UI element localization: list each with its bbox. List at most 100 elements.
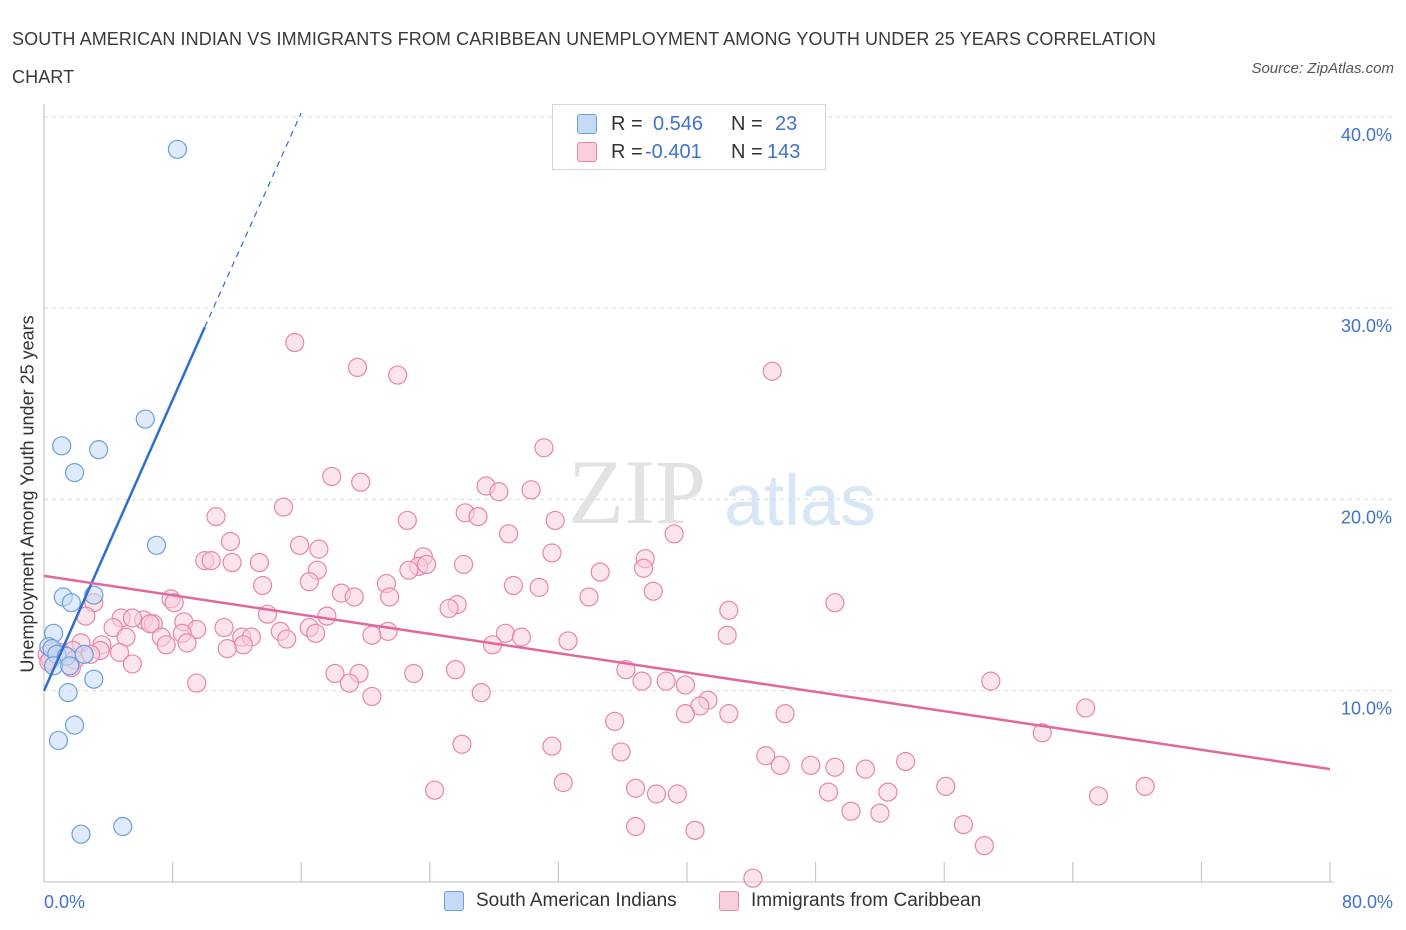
data-point-caribbean (605, 711, 625, 731)
data-point-south-american-indian (52, 436, 72, 456)
data-point-caribbean (445, 660, 466, 680)
data-point-caribbean (878, 782, 898, 802)
data-point-caribbean (362, 686, 382, 707)
y-tick-label: 30.0% (1341, 316, 1392, 336)
data-point-caribbean (756, 746, 776, 766)
data-point-caribbean (625, 816, 646, 837)
data-point-caribbean (273, 497, 294, 517)
data-point-caribbean (453, 554, 474, 575)
data-point-caribbean (164, 593, 184, 613)
data-point-south-american-indian (48, 730, 69, 751)
data-point-caribbean (633, 558, 654, 578)
data-point-south-american-indian (89, 440, 109, 460)
legend-pink-n: 143 (767, 141, 801, 163)
data-point-caribbean (309, 539, 329, 559)
trend-line-south-american-indians (42, 326, 206, 692)
data-point-caribbean (664, 524, 684, 544)
legend-n-label: N = (731, 141, 763, 163)
data-point-caribbean (743, 868, 763, 888)
data-point-caribbean (220, 531, 241, 552)
data-point-caribbean (719, 600, 739, 620)
data-point-caribbean (214, 617, 234, 638)
data-point-caribbean (206, 507, 226, 527)
data-point-caribbean (801, 755, 821, 775)
data-point-caribbean (339, 673, 360, 693)
data-point-caribbean (717, 625, 737, 645)
data-point-caribbean (351, 472, 371, 492)
data-point-caribbean (818, 782, 839, 802)
x-tick-label: 80.0% (1342, 892, 1393, 912)
data-point-caribbean (187, 673, 207, 693)
data-point-caribbean (762, 361, 782, 381)
data-point-caribbean (425, 780, 445, 800)
data-point-caribbean (503, 575, 523, 596)
data-point-caribbean (1088, 786, 1109, 806)
data-point-caribbean (498, 524, 519, 544)
data-point-caribbean (233, 635, 253, 655)
data-point-caribbean (253, 575, 273, 596)
data-point-caribbean (362, 625, 382, 645)
data-point-caribbean (855, 759, 876, 779)
data-point-caribbean (521, 480, 541, 500)
data-point-caribbean (825, 757, 845, 777)
legend-blue-n: 23 (775, 113, 798, 135)
data-point-caribbean (611, 742, 631, 762)
y-axis-label: Unemployment Among Youth under 25 years (17, 315, 38, 673)
data-point-caribbean (122, 608, 143, 628)
data-point-south-american-indian (146, 535, 167, 555)
y-tick-label: 40.0% (1341, 125, 1392, 145)
legend-r-label: R = (611, 113, 643, 135)
data-point-caribbean (103, 617, 123, 638)
data-point-caribbean (553, 772, 573, 793)
x-tick-label: 0.0% (44, 892, 85, 912)
data-point-caribbean (841, 801, 861, 821)
data-point-caribbean (378, 621, 398, 641)
data-point-caribbean (122, 654, 143, 674)
data-point-caribbean (397, 510, 417, 531)
legend-n-label: N = (731, 113, 763, 135)
data-point-south-american-indian (64, 463, 85, 483)
data-point-caribbean (896, 751, 916, 772)
y-tick-label: 20.0% (1341, 507, 1392, 527)
data-point-caribbean (347, 357, 368, 378)
tick-labels: 10.0% 20.0% 30.0% 40.0% 0.0% 80.0% (44, 125, 1393, 912)
legend-label-caribbean: Immigrants from Caribbean (751, 890, 982, 911)
data-point-caribbean (468, 507, 488, 527)
data-point-caribbean (590, 562, 610, 582)
south-american-indian-points (39, 139, 188, 844)
watermark-atlas: atlas (724, 461, 876, 541)
legend-pink-r: -0.401 (645, 141, 702, 163)
legend-swatch-blue (444, 891, 464, 911)
legend-swatch-pink (577, 142, 597, 162)
data-point-caribbean (1032, 723, 1052, 743)
data-point-caribbean (981, 671, 1001, 691)
data-point-caribbean (452, 734, 472, 754)
data-point-caribbean (542, 736, 562, 756)
data-point-caribbean (770, 755, 790, 775)
data-point-caribbean (277, 629, 297, 649)
data-point-caribbean (489, 482, 509, 502)
data-point-caribbean (542, 543, 562, 563)
legend-r-label: R = (611, 141, 643, 163)
data-point-caribbean (558, 631, 578, 651)
data-point-caribbean (317, 606, 337, 626)
data-point-caribbean (471, 683, 491, 703)
data-point-caribbean (579, 587, 599, 607)
data-point-caribbean (404, 663, 424, 684)
data-point-caribbean (299, 572, 319, 592)
data-point-caribbean (388, 365, 408, 385)
data-point-caribbean (534, 438, 554, 458)
data-point-caribbean (625, 778, 646, 798)
data-point-south-american-indian (60, 656, 80, 676)
data-point-south-american-indian (135, 409, 155, 429)
data-point-caribbean (109, 642, 130, 663)
data-point-south-american-indian (58, 683, 78, 703)
data-point-caribbean (825, 593, 845, 613)
data-point-south-american-indian (84, 669, 104, 689)
data-point-caribbean (201, 551, 221, 571)
source-label: Source: ZipAtlas.com (1251, 60, 1394, 77)
trend-line-extension-south-american-indians (204, 112, 302, 328)
data-point-caribbean (775, 704, 795, 724)
data-point-caribbean (222, 552, 242, 573)
data-point-caribbean (1135, 776, 1155, 796)
